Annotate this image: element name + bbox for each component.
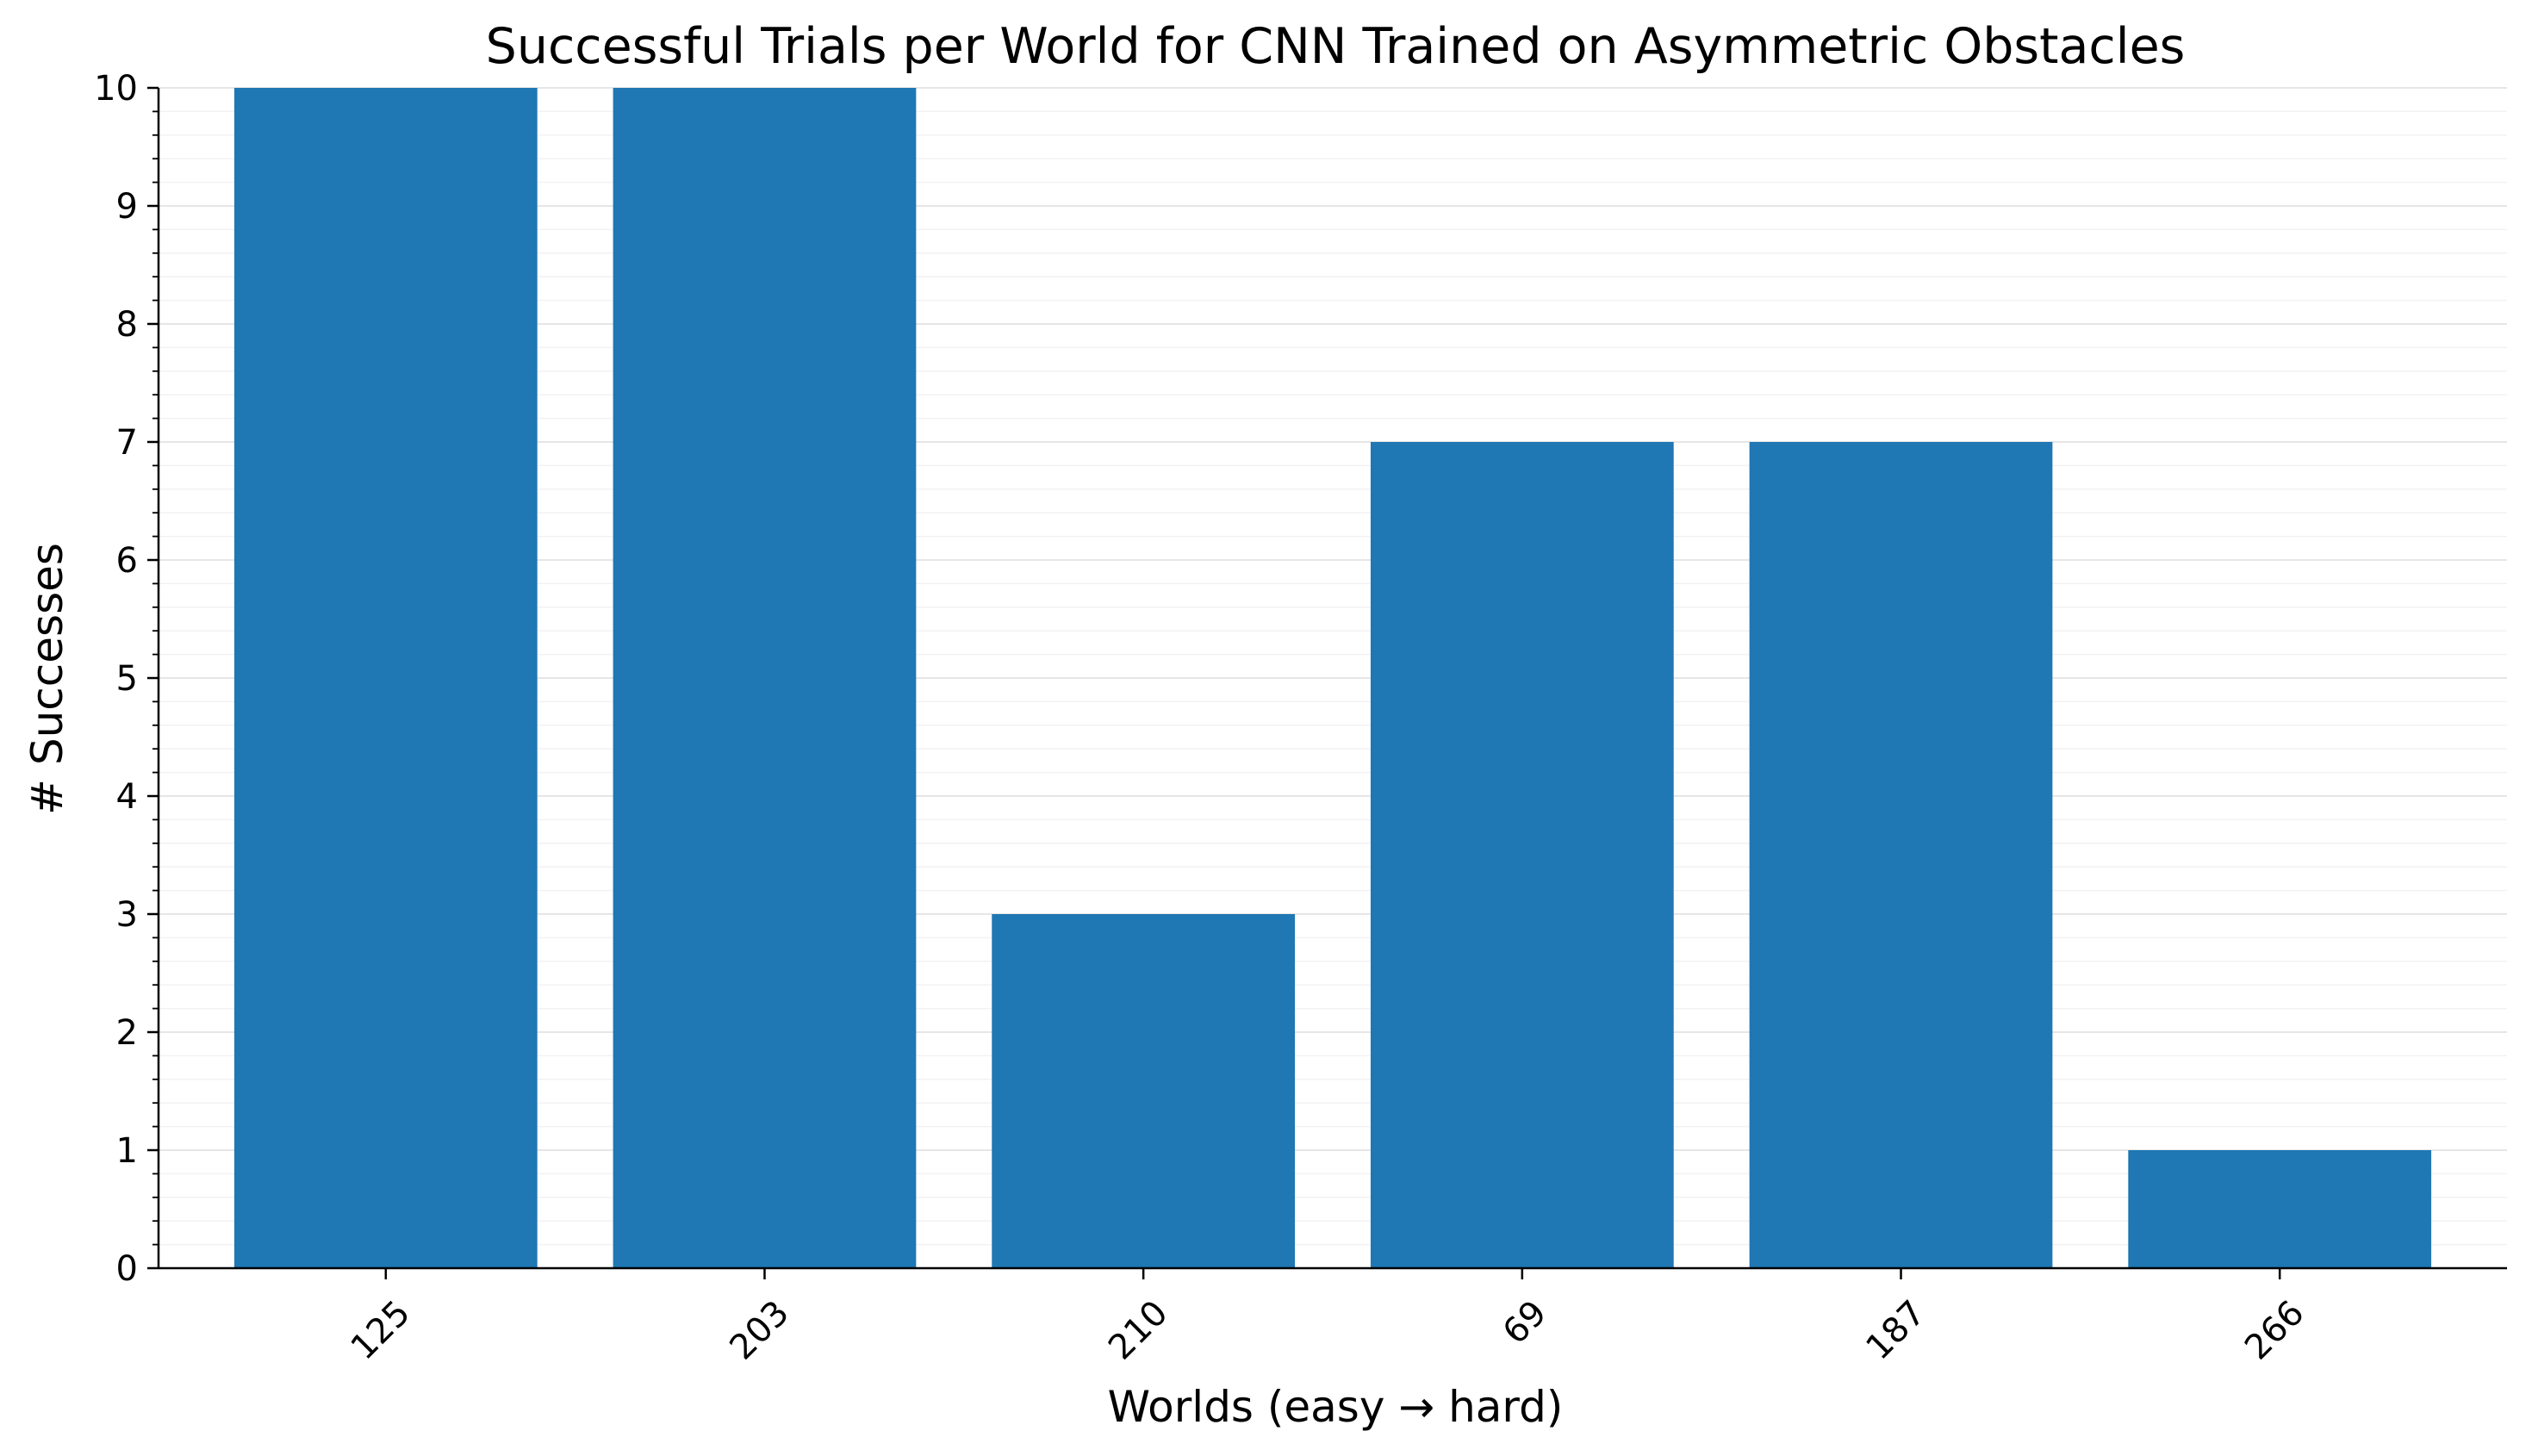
bar-210 [992, 914, 1296, 1268]
x-axis-label: Worlds (easy → hard) [1108, 1382, 1564, 1432]
y-tick-label: 6 [116, 541, 138, 581]
y-tick-label: 3 [116, 895, 138, 935]
y-tick-label: 4 [116, 777, 138, 817]
y-tick-label: 1 [116, 1131, 138, 1171]
bar-69 [1370, 442, 1674, 1268]
y-tick-label: 9 [116, 187, 138, 227]
x-tick-label: 203 [722, 1293, 797, 1368]
y-tick-label: 8 [116, 305, 138, 345]
y-tick-label: 2 [116, 1013, 138, 1053]
bar-266 [2128, 1150, 2432, 1268]
y-tick-label: 7 [116, 423, 138, 463]
bars [233, 88, 2432, 1268]
bar-187 [1749, 442, 2053, 1268]
bar-203 [613, 88, 917, 1268]
x-tick-label: 210 [1101, 1293, 1176, 1368]
y-tick-label: 0 [116, 1249, 138, 1289]
x-tick-label: 125 [344, 1293, 419, 1368]
y-axis-label: # Successes [22, 543, 72, 815]
y-tick-label: 10 [94, 69, 138, 109]
x-tick-label: 266 [2237, 1293, 2312, 1368]
bar-125 [233, 88, 538, 1268]
grid-lines [159, 87, 2507, 1269]
y-tick-label: 5 [116, 659, 138, 699]
x-tick-label: 69 [1496, 1293, 1555, 1353]
chart-title: Successful Trials per World for CNN Trai… [486, 18, 2186, 75]
x-tick-label: 187 [1858, 1293, 1933, 1368]
